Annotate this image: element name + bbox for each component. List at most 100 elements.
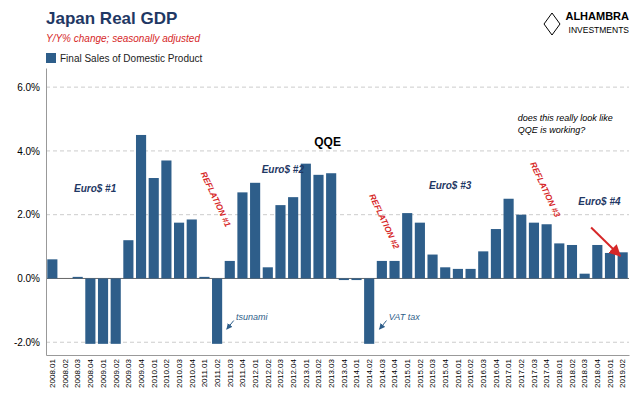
x-tick: 2016.04: [492, 358, 501, 387]
x-tick-label: 2016.01: [454, 358, 463, 387]
y-axis-line: [46, 69, 47, 356]
x-tick-label: 2008.04: [86, 358, 95, 387]
bar: [60, 278, 70, 279]
bar: [187, 219, 197, 278]
y-tick: 6.0%: [17, 82, 46, 93]
x-tick-label: 2015.04: [441, 358, 450, 387]
logo-diamond: [544, 13, 560, 35]
x-tick-label: 2014.02: [365, 358, 374, 387]
y-tick: 2.0%: [17, 209, 46, 220]
x-tick-label: 2011.04: [238, 358, 247, 387]
y-tick: 0.0%: [17, 273, 46, 284]
x-tick-label: 2010.01: [150, 358, 159, 387]
x-tick: 2017.03: [530, 358, 539, 387]
bar: [313, 175, 323, 279]
x-tick: 2009.03: [124, 358, 133, 387]
x-tick-label: 2008.02: [61, 358, 70, 387]
bar: [389, 261, 399, 279]
x-tick-label: 2009.03: [124, 358, 133, 387]
x-tick-label: 2014.01: [352, 358, 361, 387]
x-tick-label: 2013.02: [314, 358, 323, 387]
x-tick-label: 2011.02: [213, 358, 222, 387]
bar: [98, 278, 108, 343]
bar: [440, 267, 450, 278]
x-tick: 2010.04: [188, 358, 197, 387]
x-tick: 2009.02: [112, 358, 121, 387]
x-tick-label: 2009.01: [99, 358, 108, 387]
bar: [339, 278, 349, 280]
x-tick-label: 2010.04: [188, 358, 197, 387]
plot-area: -2.0%0.0%2.0%4.0%6.0%2008.012008.022008.…: [14, 69, 630, 388]
x-tick-label: 2010.02: [162, 358, 171, 387]
bar: [275, 205, 285, 278]
bar: [250, 183, 260, 279]
x-tick: 2014.04: [390, 358, 399, 387]
bar: [149, 178, 159, 278]
x-tick-label: 2012.02: [264, 358, 273, 387]
x-tick: 2015.03: [428, 358, 437, 387]
bar: [491, 229, 501, 278]
x-tick-label: 2016.02: [466, 358, 475, 387]
x-tick-label: 2014.03: [378, 358, 387, 387]
bar: [567, 245, 577, 278]
x-tick-label: 2013.03: [327, 358, 336, 387]
bar: [554, 243, 564, 278]
bar: [47, 259, 57, 278]
x-tick-label: 2017.03: [530, 358, 539, 387]
grid-line: [46, 150, 629, 151]
x-tick: 2016.03: [479, 358, 488, 387]
x-tick-label: 2012.01: [251, 358, 260, 387]
x-tick-label: 2011.01: [200, 358, 209, 387]
x-tick: 2008.04: [86, 358, 95, 387]
y-tick-label: 4.0%: [17, 146, 40, 157]
annotation-arrow: [227, 321, 234, 330]
x-tick-label: 2009.04: [137, 358, 146, 387]
grid-line: [46, 342, 629, 343]
x-tick: 2010.03: [175, 358, 184, 387]
grid-line: [46, 87, 629, 88]
bar: [427, 255, 437, 279]
bars: [47, 135, 627, 344]
legend: Final Sales of Domestic Product: [46, 53, 203, 64]
bar: [402, 213, 412, 278]
bar: [288, 197, 298, 278]
logo-text: ALHAMBRA: [565, 10, 629, 22]
x-tick: 2011.01: [200, 358, 209, 387]
annotation-arrow: [379, 321, 386, 330]
annotation: REFLATION #2: [367, 192, 401, 251]
x-axis-line: [47, 355, 630, 356]
x-tick-label: 2019.02: [618, 358, 627, 387]
x-tick-label: 2016.03: [479, 358, 488, 387]
annotation: REFLATION #3: [528, 160, 562, 219]
bar: [237, 192, 247, 278]
y-tick-label: 6.0%: [17, 82, 40, 93]
x-tick-label: 2018.03: [580, 358, 589, 387]
y-tick-label: 0.0%: [17, 273, 40, 284]
x-tick: 2018.04: [593, 358, 602, 387]
y-tick-label: -2.0%: [14, 337, 40, 348]
legend-label: Final Sales of Domestic Product: [60, 53, 203, 64]
bar: [364, 278, 374, 343]
x-tick-label: 2015.02: [416, 358, 425, 387]
bar: [225, 261, 235, 279]
x-tick-label: 2015.01: [403, 358, 412, 387]
x-tick: 2012.03: [276, 358, 285, 387]
bar: [326, 173, 336, 278]
y-tick: -2.0%: [14, 337, 46, 348]
annotation: Euro$ #2: [262, 164, 305, 175]
bar: [301, 164, 311, 279]
x-tick: 2018.03: [580, 358, 589, 387]
chart: -2.0%0.0%2.0%4.0%6.0%2008.012008.022008.…: [0, 0, 641, 401]
x-axis: 2008.012008.022008.032008.042009.012009.…: [47, 356, 630, 388]
annotation: QQE: [314, 135, 341, 149]
bar: [580, 274, 590, 279]
annotation: REFLATION #1: [199, 170, 233, 229]
x-tick: 2010.02: [162, 358, 171, 387]
title: Japan Real GDP: [46, 9, 177, 28]
x-tick: 2017.02: [517, 358, 526, 387]
subtitle: Y/Y% change; seasonally adjusted: [46, 33, 200, 44]
x-tick: 2013.02: [314, 358, 323, 387]
x-tick: 2016.02: [466, 358, 475, 387]
bar: [415, 223, 425, 279]
bar: [263, 267, 273, 278]
